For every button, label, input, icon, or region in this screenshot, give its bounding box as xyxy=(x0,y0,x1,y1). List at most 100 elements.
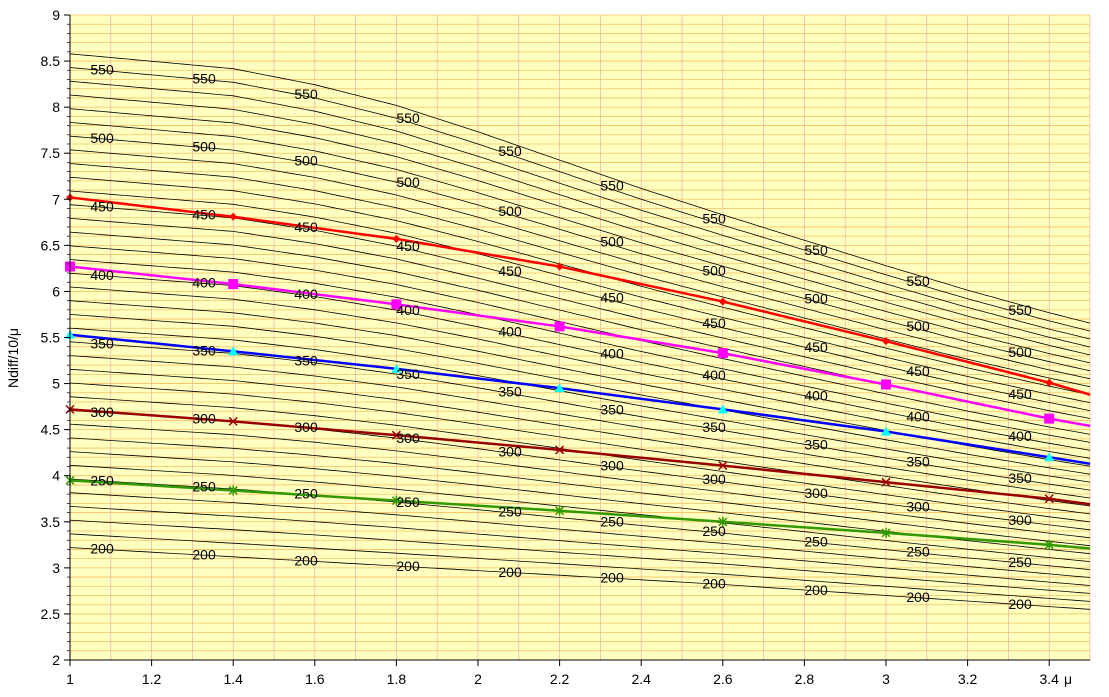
contour-label: 350 xyxy=(90,335,114,351)
contour-label: 250 xyxy=(1008,554,1032,570)
contour-label: 300 xyxy=(90,404,114,420)
contour-label: 550 xyxy=(1008,302,1032,318)
y-tick-label: 8.5 xyxy=(41,53,61,69)
contour-label: 200 xyxy=(498,564,522,580)
contour-label: 550 xyxy=(600,177,624,193)
x-tick-label: 1.8 xyxy=(387,671,407,687)
contour-label: 450 xyxy=(1008,386,1032,402)
contour-label: 400 xyxy=(804,388,828,404)
contour-line xyxy=(69,163,1091,388)
data-point xyxy=(717,348,728,359)
x-tick-label: 3.2 xyxy=(958,671,978,687)
contour-line xyxy=(69,190,1091,403)
contour-label: 300 xyxy=(600,458,624,474)
contour-label: 450 xyxy=(600,289,624,305)
x-tick-label: 2.2 xyxy=(550,671,570,687)
data-point xyxy=(555,445,565,455)
data-point xyxy=(718,297,727,306)
contour-label: 250 xyxy=(294,486,318,502)
contour-label: 450 xyxy=(192,207,216,223)
data-point xyxy=(881,477,891,487)
data-point xyxy=(881,379,891,390)
x-tick-label: 2.4 xyxy=(631,671,651,687)
data-point xyxy=(718,461,728,471)
contour-label: 500 xyxy=(804,291,828,307)
contour-label: 200 xyxy=(804,582,828,598)
contour-line xyxy=(69,272,1091,451)
highlighted-series xyxy=(65,193,1091,550)
contour-label: 350 xyxy=(804,436,828,452)
contour-line xyxy=(69,423,1091,539)
y-tick-label: 3 xyxy=(52,560,60,576)
contour-label: 200 xyxy=(396,558,420,574)
contour-line xyxy=(69,314,1091,475)
data-point xyxy=(881,527,891,538)
contour-label: 200 xyxy=(702,575,726,591)
contour-line xyxy=(69,492,1091,578)
x-tick-label: 1.6 xyxy=(305,671,325,687)
y-tick-label: 2 xyxy=(52,652,60,668)
y-tick-label: 5.5 xyxy=(41,330,61,346)
data-point xyxy=(391,299,402,310)
contour-label: 500 xyxy=(294,153,318,169)
data-point xyxy=(555,262,564,271)
contour-label: 350 xyxy=(1008,470,1032,486)
contour-label: 250 xyxy=(702,523,726,539)
data-point xyxy=(1045,378,1054,387)
data-point xyxy=(391,430,401,440)
contour-label: 400 xyxy=(192,275,216,291)
contour-label: 350 xyxy=(396,366,420,382)
contour-label: 300 xyxy=(192,411,216,427)
contour-label: 300 xyxy=(498,444,522,460)
data-point xyxy=(229,212,238,221)
contour-label: 250 xyxy=(600,514,624,530)
contour-label: 300 xyxy=(906,499,930,515)
contour-line xyxy=(69,108,1091,356)
contour-label: 550 xyxy=(294,86,318,102)
contour-label: 500 xyxy=(600,233,624,249)
contour-labels: 200 200 200 200 200 200 200 200 200 200 250 250 250 2… xyxy=(90,61,1032,611)
contour-label: 300 xyxy=(702,471,726,487)
contour-line xyxy=(69,176,1091,396)
contour-label: 250 xyxy=(906,544,930,560)
x-tick-label: 2.6 xyxy=(713,671,733,687)
contour-label: 200 xyxy=(90,541,114,557)
contour-line xyxy=(69,80,1091,340)
series-line xyxy=(69,479,1091,550)
contour-label: 400 xyxy=(600,345,624,361)
contour-label: 350 xyxy=(192,343,216,359)
contour-label: 300 xyxy=(804,485,828,501)
y-tick-label: 3.5 xyxy=(41,514,61,530)
contour-line xyxy=(69,218,1091,419)
contour-label: 500 xyxy=(498,203,522,219)
contour-label: 500 xyxy=(702,263,726,279)
data-point xyxy=(228,485,238,496)
y-axis-title: Ndiff/10/μ xyxy=(5,328,21,388)
y-tick-label: 4.5 xyxy=(41,422,61,438)
contour-line xyxy=(69,122,1091,364)
data-point xyxy=(554,383,565,393)
contour-label: 500 xyxy=(906,318,930,334)
contour-label: 450 xyxy=(396,238,420,254)
y-tick-label: 6 xyxy=(52,283,60,299)
contour-label: 550 xyxy=(702,211,726,227)
y-tick-label: 8 xyxy=(52,99,60,115)
contour-label: 400 xyxy=(498,323,522,339)
contour-label: 250 xyxy=(90,472,114,488)
contour-label: 350 xyxy=(294,352,318,368)
y-tick-label: 7.5 xyxy=(41,145,61,161)
x-tick-label: 2 xyxy=(474,671,482,687)
x-tick-label: 3.4 xyxy=(1039,671,1059,687)
contour-label: 400 xyxy=(294,286,318,302)
contour-label: 300 xyxy=(294,419,318,435)
contour-label: 350 xyxy=(702,419,726,435)
contour-label: 500 xyxy=(396,174,420,190)
data-point xyxy=(555,505,565,516)
contour-label: 250 xyxy=(804,533,828,549)
x-tick-label: 1 xyxy=(66,671,74,687)
contour-line xyxy=(69,478,1091,570)
contour-label: 400 xyxy=(702,367,726,383)
contour-label: 400 xyxy=(396,302,420,318)
x-tick-label: 1.2 xyxy=(142,671,162,687)
